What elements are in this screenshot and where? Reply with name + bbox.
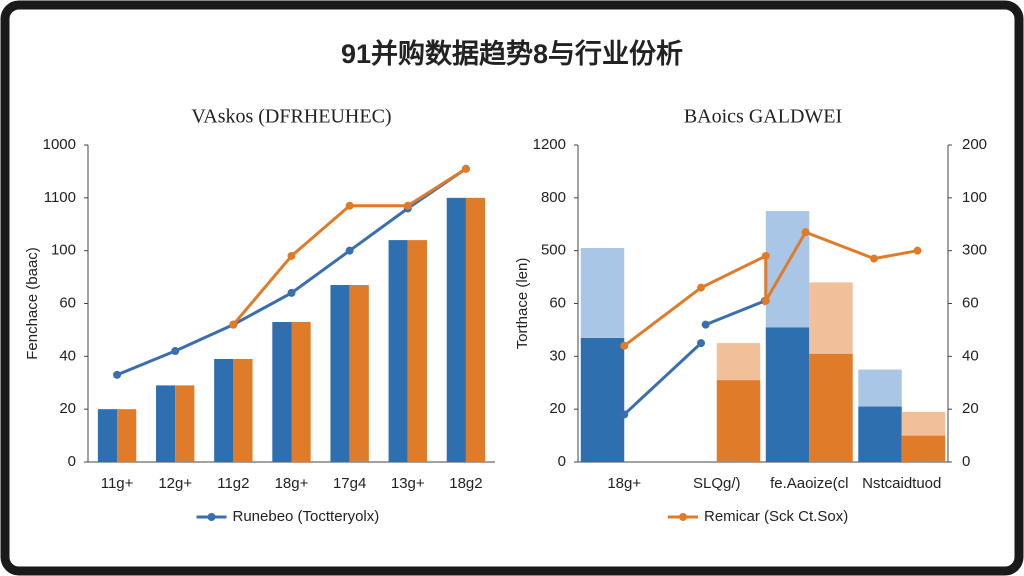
- bar: [330, 285, 350, 462]
- y-axis-label: Fenchace (baac): [24, 247, 41, 360]
- line-point: [697, 283, 706, 292]
- x-tick-label: 11g2: [217, 475, 249, 492]
- line-point: [761, 296, 770, 305]
- bar: [233, 358, 253, 462]
- line-point: [345, 246, 354, 255]
- line-point: [171, 347, 180, 356]
- bar: [349, 285, 369, 462]
- line-point: [461, 164, 470, 173]
- legend-label: Runebeo (Toctteryolx): [233, 508, 380, 525]
- bar: [901, 435, 946, 462]
- x-tick-label: 17g4: [333, 475, 366, 492]
- y-tick-label: 60: [549, 294, 566, 311]
- y-tick-label: 30: [549, 347, 566, 364]
- y-tick-label: 1000: [43, 136, 76, 153]
- y-tick-label: 0: [68, 453, 76, 470]
- x-tick-label: 11g+: [101, 475, 134, 492]
- y-tick-label: 20: [59, 400, 76, 417]
- bar: [214, 358, 234, 462]
- x-tick-label: SLQg/): [693, 475, 741, 492]
- y2-tick-label: 20: [962, 400, 979, 417]
- line-point: [913, 246, 922, 255]
- y-axis-label: Torthace (len): [514, 258, 531, 350]
- y-tick-label: 60: [59, 294, 76, 311]
- y2-tick-label: 300: [962, 242, 987, 259]
- y-tick-label: 1200: [533, 136, 566, 153]
- y-tick-label: 1100: [44, 189, 76, 206]
- bar: [291, 321, 311, 462]
- chart-title: VAskos (DFRHEUHEC): [191, 106, 391, 128]
- bar: [901, 411, 946, 436]
- line-point: [761, 251, 770, 260]
- y-tick-label: 500: [541, 242, 566, 259]
- y2-tick-label: 100: [962, 189, 987, 206]
- line-point: [287, 251, 296, 260]
- x-tick-label: 18g+: [607, 475, 641, 492]
- bar: [272, 321, 292, 462]
- bar: [858, 406, 902, 462]
- x-tick-label: 13g+: [391, 475, 425, 492]
- bar: [407, 240, 427, 462]
- line-point: [229, 320, 238, 329]
- legend-swatch-dot: [207, 513, 216, 521]
- y2-tick-label: 40: [962, 347, 979, 364]
- line-point: [113, 370, 122, 379]
- x-tick-label: 18g+: [275, 475, 309, 492]
- x-tick-label: Nstcaidtuod: [862, 475, 941, 492]
- bar: [765, 211, 810, 328]
- bar: [446, 197, 466, 463]
- y2-tick-label: 0: [962, 453, 970, 470]
- bar: [97, 409, 118, 462]
- line: [623, 299, 766, 416]
- bar: [388, 240, 408, 462]
- line-point: [870, 254, 878, 263]
- x-tick-label: fe.Aaoize(cl: [770, 475, 848, 492]
- bar: [175, 385, 195, 462]
- x-tick-label: 12g+: [158, 475, 192, 492]
- chart-title: BAoics GALDWEI: [684, 106, 842, 128]
- bar: [465, 197, 486, 463]
- y2-tick-label: 200: [962, 136, 987, 153]
- y-tick-label: 800: [541, 189, 566, 206]
- bar: [809, 353, 853, 462]
- line-point: [620, 410, 629, 419]
- legend-label: Remicar (Sck Ct.Sox): [704, 508, 848, 525]
- line-point: [620, 341, 629, 350]
- bar: [117, 409, 137, 462]
- bar: [716, 380, 761, 462]
- bar: [580, 248, 625, 338]
- bar: [858, 369, 902, 407]
- bar: [809, 282, 853, 354]
- line-point: [403, 201, 412, 210]
- line-point: [697, 339, 706, 348]
- line-point: [287, 288, 296, 297]
- x-tick-label: 18g2: [449, 475, 482, 492]
- line-point: [801, 228, 810, 237]
- bar: [156, 385, 176, 462]
- bar: [716, 343, 761, 381]
- bar: [765, 327, 810, 462]
- line-point: [701, 320, 710, 329]
- y-tick-label: 100: [51, 242, 76, 259]
- y-tick-label: 20: [549, 400, 566, 417]
- bar: [580, 337, 625, 462]
- y2-tick-label: 60: [962, 294, 979, 311]
- legend-swatch-dot: [679, 513, 687, 521]
- y-tick-label: 40: [59, 347, 76, 364]
- page-title: 91并购数据趋势8与行业份析: [341, 38, 683, 69]
- y-tick-label: 0: [558, 453, 566, 470]
- line-point: [345, 201, 354, 210]
